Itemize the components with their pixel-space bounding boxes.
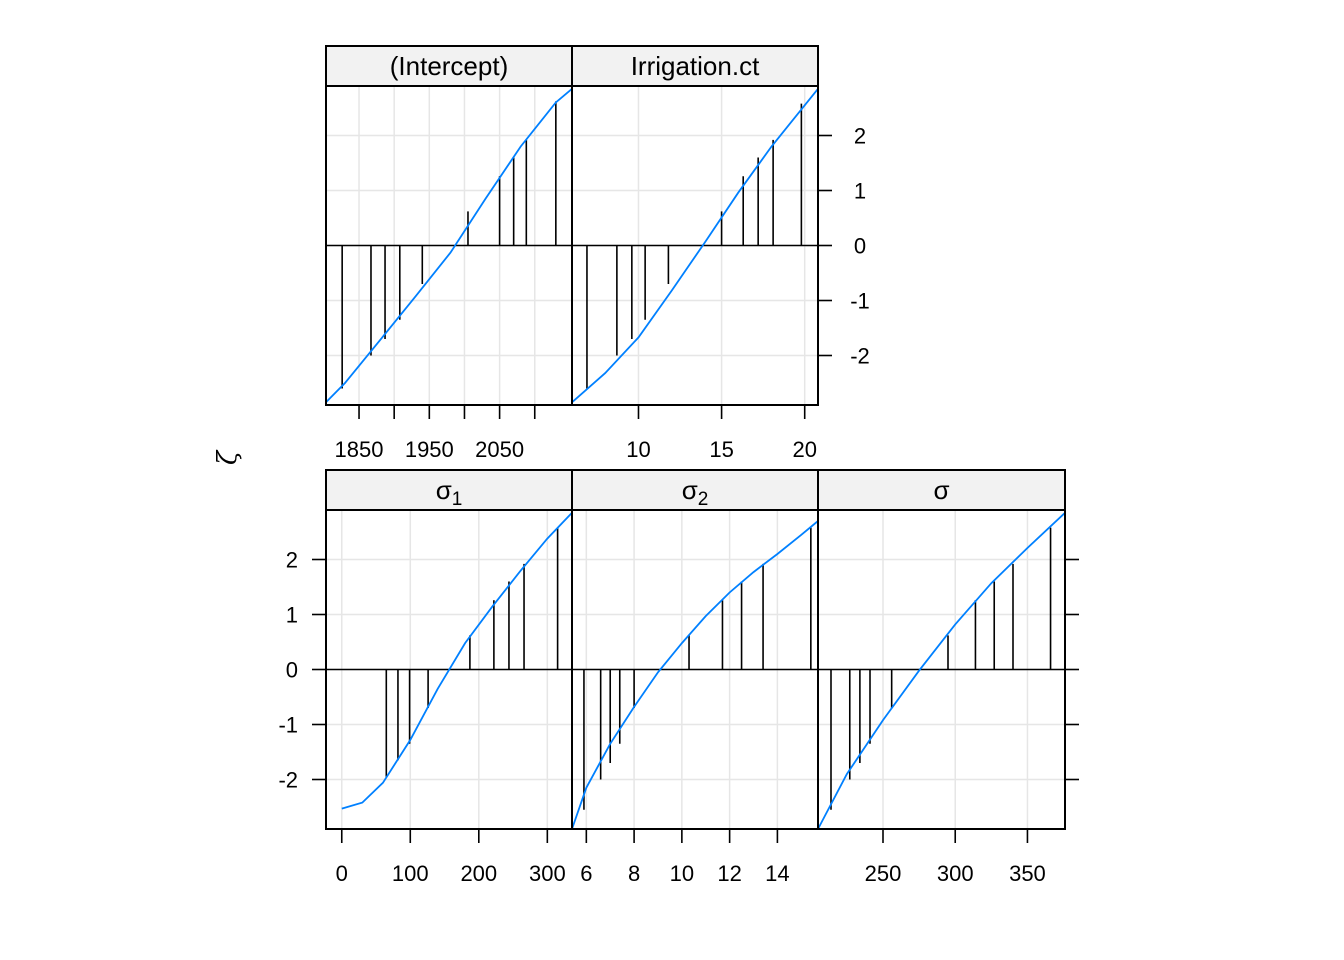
x-tick-label: 12 <box>717 861 741 886</box>
strip-label-subscript: 1 <box>452 489 463 510</box>
panel-3: σ26 8 10 12 14 <box>571 469 819 886</box>
strip-box <box>325 45 573 87</box>
panel-0: (Intercept) 1850 1950 2050 <box>325 45 573 462</box>
x-tick-label: 20 <box>792 437 816 462</box>
y-tick-label: 2 <box>286 548 298 573</box>
y-tick-label: -1 <box>278 713 298 738</box>
profile-curve <box>341 512 573 810</box>
y-tick-label: 1 <box>854 179 866 204</box>
profile-curve <box>817 512 1066 830</box>
x-tick-label: 0 <box>336 861 348 886</box>
x-tick-label: 200 <box>460 861 497 886</box>
y-axis-label: ζ <box>213 449 243 465</box>
x-tick-label: 300 <box>937 861 974 886</box>
x-tick-label: 14 <box>765 861 789 886</box>
x-tick-label: 10 <box>626 437 650 462</box>
y-tick-label: 2 <box>854 124 866 149</box>
strip-label-subscript: 2 <box>698 489 709 510</box>
strip-label: (Intercept) <box>390 51 509 81</box>
profile-curve <box>571 520 819 830</box>
x-tick-label: 350 <box>1009 861 1046 886</box>
strip-label: Irrigation.ct <box>631 51 760 81</box>
x-tick-label: 2050 <box>475 437 524 462</box>
x-tick-label: 300 <box>529 861 566 886</box>
y-tick-label: -2 <box>278 768 298 793</box>
y-tick-label: -1 <box>850 289 870 314</box>
panel-4: σ 250 300 350 <box>817 469 1079 886</box>
y-tick-label: 0 <box>286 658 298 683</box>
y-tick-label: -2 <box>850 344 870 369</box>
y-tick-label: 0 <box>854 234 866 259</box>
strip-label: σ <box>933 475 949 505</box>
x-tick-label: 250 <box>865 861 902 886</box>
x-tick-label: 100 <box>392 861 429 886</box>
x-tick-label: 6 <box>580 861 592 886</box>
strip-box <box>817 469 1066 511</box>
x-tick-label: 15 <box>709 437 733 462</box>
x-tick-label: 10 <box>670 861 694 886</box>
profile-curve <box>325 88 573 403</box>
x-tick-label: 1850 <box>335 437 384 462</box>
x-tick-label: 1950 <box>405 437 454 462</box>
y-tick-label: 1 <box>286 603 298 628</box>
profile-curve <box>571 88 819 403</box>
x-tick-label: 8 <box>628 861 640 886</box>
panel-1: Irrigation.ct 10 15 20 -2 -1 0 1 2 <box>571 45 870 462</box>
